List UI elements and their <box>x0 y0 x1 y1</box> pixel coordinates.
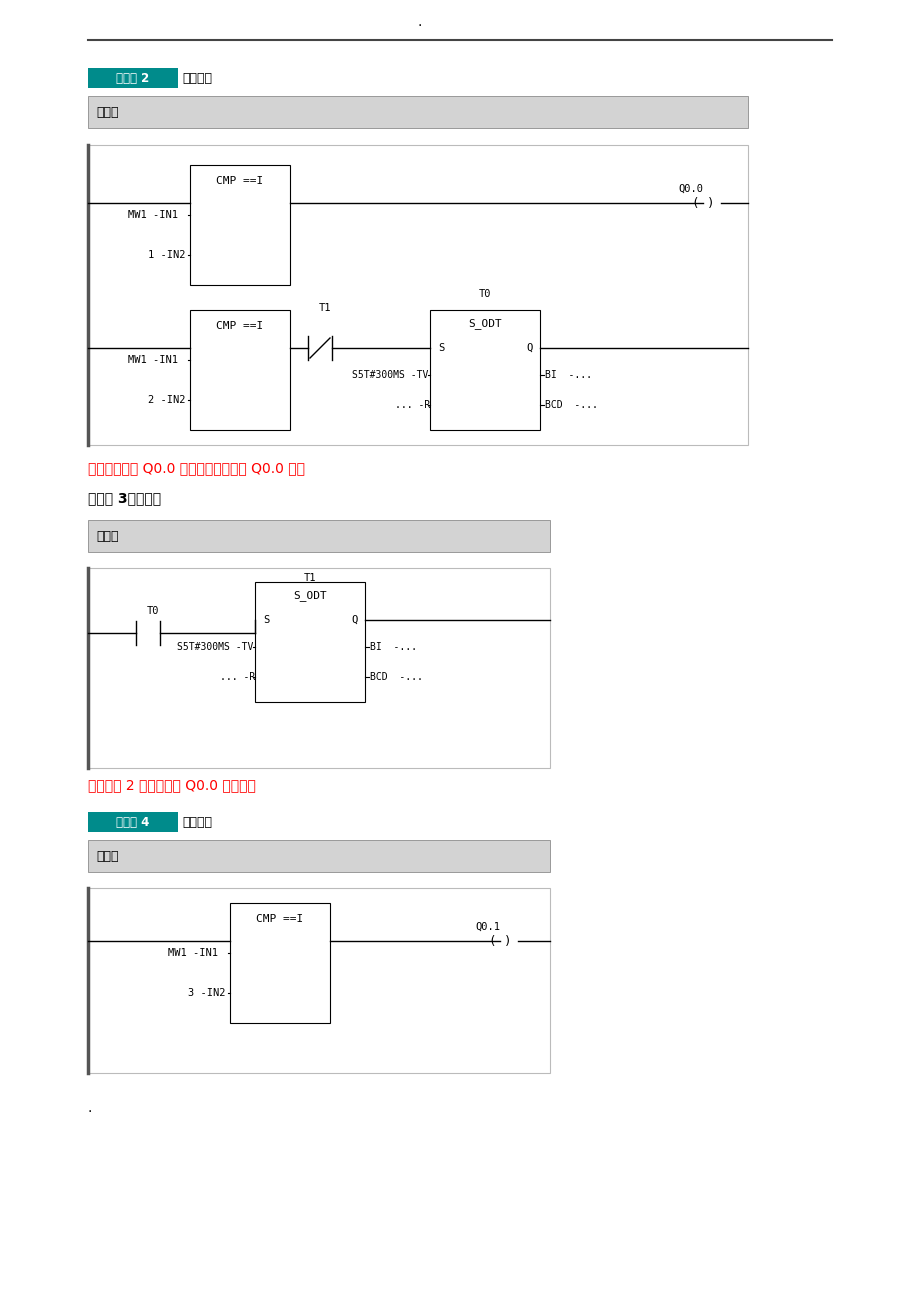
Bar <box>88 68 177 89</box>
Text: ... -R: ... -R <box>394 400 430 410</box>
Text: MW1 -IN1: MW1 -IN1 <box>168 948 218 958</box>
Text: S: S <box>263 615 269 625</box>
Text: 2 -IN2: 2 -IN2 <box>148 395 186 405</box>
Text: MW1 -IN1: MW1 -IN1 <box>128 211 177 220</box>
Text: 3 -IN2: 3 -IN2 <box>187 988 225 999</box>
Text: BCD  -...: BCD -... <box>544 400 597 410</box>
Text: BI  -...: BI -... <box>544 370 591 380</box>
Text: BCD  -...: BCD -... <box>369 672 423 682</box>
Text: 注释：: 注释： <box>96 849 119 862</box>
Text: ( ): ( ) <box>488 935 511 948</box>
Bar <box>88 840 550 872</box>
Text: Q: Q <box>526 342 532 353</box>
Bar <box>88 96 747 128</box>
Text: T0: T0 <box>147 605 159 616</box>
Text: MW1 -IN1: MW1 -IN1 <box>128 355 177 366</box>
Text: ：标题：: ：标题： <box>182 72 211 85</box>
Text: S5T#300MS -TV: S5T#300MS -TV <box>352 370 428 380</box>
Text: 1 -IN2: 1 -IN2 <box>148 250 186 260</box>
Text: 程序段 2: 程序段 2 <box>116 72 150 85</box>
Text: BI  -...: BI -... <box>369 642 416 652</box>
Text: T0: T0 <box>478 289 491 299</box>
Text: 程序段 4: 程序段 4 <box>116 815 150 828</box>
Bar <box>255 582 365 702</box>
Bar <box>190 165 289 285</box>
Bar <box>190 310 289 430</box>
Text: S_ODT: S_ODT <box>293 591 326 602</box>
Text: .: . <box>417 16 422 29</box>
Text: 程序段 3：标题：: 程序段 3：标题： <box>88 491 161 505</box>
Text: CMP ==I: CMP ==I <box>256 914 303 924</box>
Text: Q0.1: Q0.1 <box>475 922 500 932</box>
Text: .: . <box>88 1101 92 1115</box>
Text: 注释：: 注释： <box>96 105 119 118</box>
Bar <box>88 145 747 445</box>
Text: 与程序段 2 一起实现灯 Q0.0 的闪烁；: 与程序段 2 一起实现灯 Q0.0 的闪烁； <box>88 779 255 792</box>
Text: 注释：: 注释： <box>96 530 119 543</box>
Text: T1: T1 <box>318 303 331 312</box>
Text: 第一次按，灯 Q0.0 亮；第二次按，灯 Q0.0 闪；: 第一次按，灯 Q0.0 亮；第二次按，灯 Q0.0 闪； <box>88 461 305 475</box>
Text: S: S <box>437 342 444 353</box>
Bar <box>88 812 177 832</box>
Text: CMP ==I: CMP ==I <box>216 176 264 186</box>
Text: S_ODT: S_ODT <box>468 319 502 329</box>
Text: ( ): ( ) <box>691 197 713 210</box>
Text: CMP ==I: CMP ==I <box>216 322 264 331</box>
Bar <box>88 519 550 552</box>
Bar <box>88 568 550 768</box>
Text: ：标题：: ：标题： <box>182 815 211 828</box>
Bar <box>88 888 550 1073</box>
Bar <box>429 310 539 430</box>
Bar <box>230 904 330 1023</box>
Text: Q0.0: Q0.0 <box>678 184 703 194</box>
Text: Q: Q <box>351 615 357 625</box>
Text: S5T#300MS -TV: S5T#300MS -TV <box>176 642 253 652</box>
Text: ... -R: ... -R <box>220 672 255 682</box>
Text: T1: T1 <box>303 573 316 583</box>
